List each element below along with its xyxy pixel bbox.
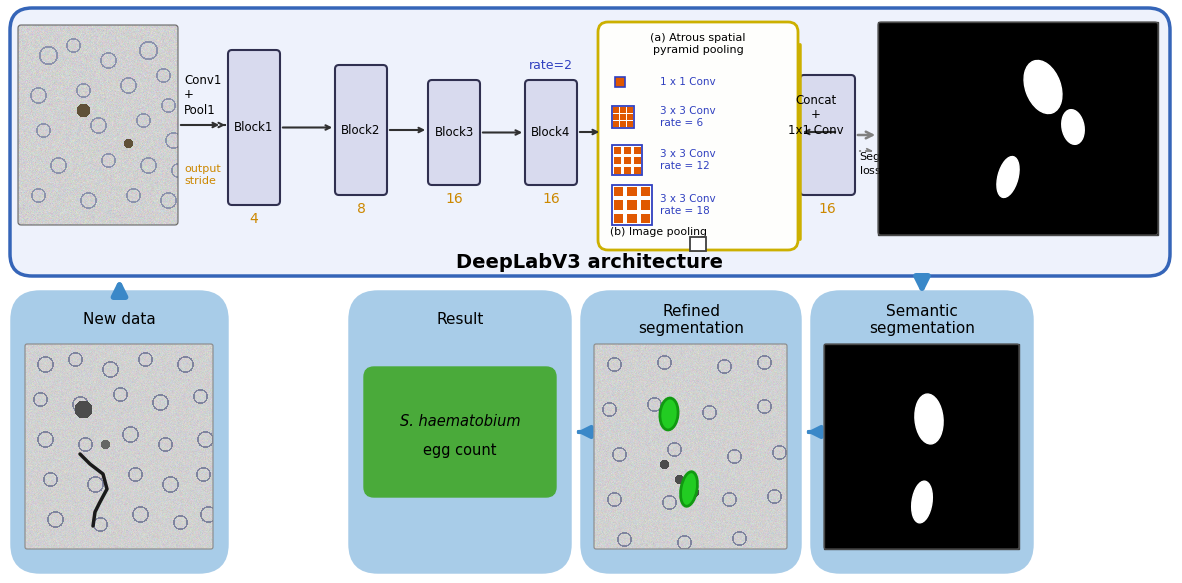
Bar (613, 146, 621, 153)
Bar (613, 167, 621, 174)
FancyBboxPatch shape (800, 75, 855, 195)
FancyBboxPatch shape (598, 22, 798, 250)
Bar (621, 114, 625, 120)
Bar (628, 121, 634, 127)
Bar (641, 187, 650, 196)
Bar (641, 201, 650, 210)
FancyBboxPatch shape (428, 80, 480, 185)
FancyBboxPatch shape (350, 292, 570, 572)
Text: Segment
loss $(L_s)$: Segment loss $(L_s)$ (859, 152, 909, 178)
FancyBboxPatch shape (582, 292, 800, 572)
Text: 16: 16 (446, 192, 463, 206)
FancyBboxPatch shape (812, 292, 1032, 572)
Bar (634, 167, 641, 174)
Text: Block2: Block2 (342, 124, 381, 136)
Text: Semantic
segmentation: Semantic segmentation (869, 304, 975, 336)
Bar (612, 114, 618, 120)
Bar (634, 146, 641, 153)
Text: Block4: Block4 (532, 126, 571, 139)
Text: egg count: egg count (423, 442, 496, 458)
FancyBboxPatch shape (335, 65, 387, 195)
Bar (641, 213, 650, 223)
Bar (628, 213, 637, 223)
Text: 16: 16 (819, 202, 837, 216)
Bar (613, 156, 621, 163)
Text: Concat
+
1x1 Conv: Concat + 1x1 Conv (788, 93, 844, 136)
Bar (878, 22, 1158, 235)
Text: 3 x 3 Conv
rate = 18: 3 x 3 Conv rate = 18 (660, 194, 715, 216)
Bar (613, 187, 623, 196)
Ellipse shape (915, 394, 943, 444)
Bar (628, 107, 634, 113)
Text: Result: Result (436, 312, 483, 328)
Text: Refined
segmentation: Refined segmentation (638, 304, 743, 336)
FancyBboxPatch shape (9, 8, 1170, 276)
Bar (628, 187, 637, 196)
Text: 3 x 3 Conv
rate = 12: 3 x 3 Conv rate = 12 (660, 149, 715, 171)
Text: 4: 4 (249, 212, 259, 226)
Text: 8: 8 (357, 202, 365, 216)
Text: S. haematobium: S. haematobium (400, 415, 520, 430)
Bar (690, 237, 706, 251)
Text: 16: 16 (543, 192, 560, 206)
FancyBboxPatch shape (12, 292, 227, 572)
Bar (623, 146, 630, 153)
Bar (634, 156, 641, 163)
Ellipse shape (996, 157, 1019, 198)
FancyBboxPatch shape (228, 50, 280, 205)
Ellipse shape (1024, 61, 1061, 114)
FancyBboxPatch shape (364, 367, 556, 497)
Bar (612, 145, 642, 175)
Text: Block3: Block3 (434, 126, 474, 139)
Ellipse shape (911, 481, 933, 523)
Bar (628, 114, 634, 120)
Bar (612, 121, 618, 127)
Bar (824, 344, 1019, 549)
Bar (621, 107, 625, 113)
Text: 1 x 1 Conv: 1 x 1 Conv (660, 77, 715, 87)
Bar (613, 201, 623, 210)
Bar (623, 167, 630, 174)
Text: Block1: Block1 (234, 121, 274, 134)
Bar (613, 213, 623, 223)
Text: output
stride: output stride (184, 164, 221, 186)
Bar (623, 156, 630, 163)
Text: 3 x 3 Conv
rate = 6: 3 x 3 Conv rate = 6 (660, 106, 715, 128)
Text: (a) Atrous spatial
pyramid pooling: (a) Atrous spatial pyramid pooling (650, 33, 746, 55)
Bar (612, 107, 618, 113)
Text: DeepLabV3 architecture: DeepLabV3 architecture (456, 252, 723, 272)
Ellipse shape (1061, 110, 1084, 145)
Bar (628, 201, 637, 210)
Bar (612, 185, 652, 225)
Text: (b) Image pooling: (b) Image pooling (610, 227, 707, 237)
Bar (615, 77, 625, 87)
FancyBboxPatch shape (525, 80, 577, 185)
Ellipse shape (681, 472, 697, 506)
Bar (621, 121, 625, 127)
Bar (612, 106, 634, 128)
Ellipse shape (660, 398, 678, 430)
Text: New data: New data (83, 312, 156, 328)
Text: Conv1
+
Pool1: Conv1 + Pool1 (184, 73, 221, 117)
Text: rate=2: rate=2 (530, 59, 573, 72)
